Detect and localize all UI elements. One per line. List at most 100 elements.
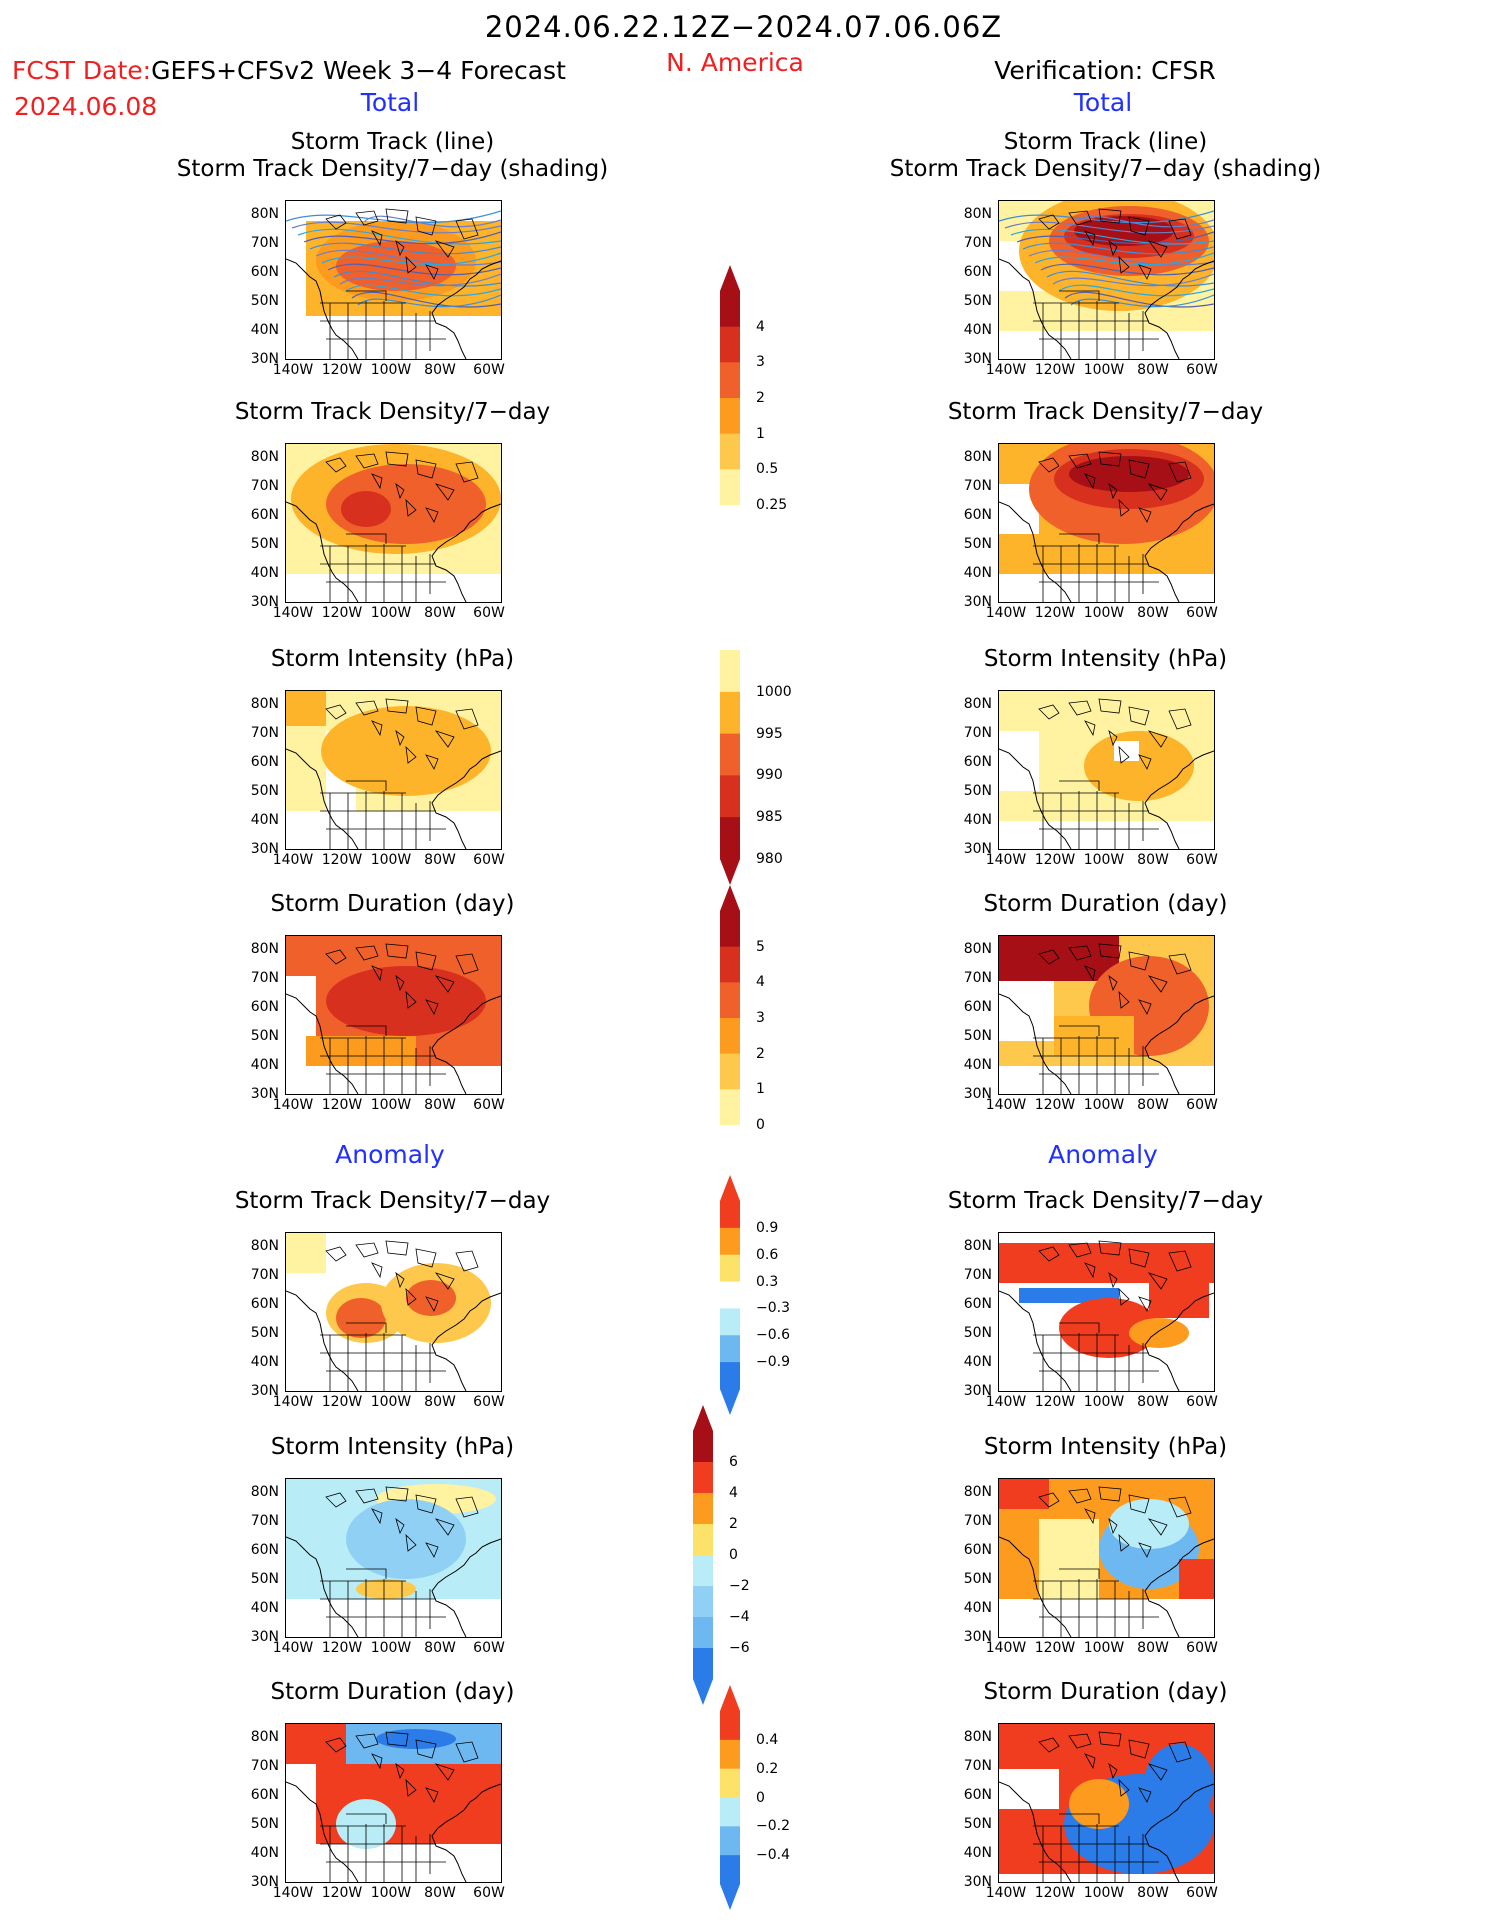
lat-tick-label: 30N — [250, 1086, 279, 1102]
lon-tick-label: 80W — [424, 605, 456, 621]
lon-tick-label: 120W — [1034, 605, 1076, 621]
lat-tick-label: 60N — [250, 507, 279, 523]
map-panel — [998, 1723, 1215, 1883]
lon-tick-label: 140W — [272, 1885, 314, 1901]
lon-tick-label: 120W — [321, 1885, 363, 1901]
lat-tick-label: 40N — [250, 812, 279, 828]
colorbar-density: 4 3 2 1 0.5 0.25 — [720, 265, 810, 513]
lat-tick-label: 50N — [963, 1325, 992, 1341]
lat-tick-label: 70N — [963, 1758, 992, 1774]
lat-tick-label: 40N — [250, 565, 279, 581]
lat-tick-label: 40N — [963, 812, 992, 828]
colorbar-label: 1 — [756, 425, 765, 442]
colorbar-label: 0 — [756, 1789, 765, 1806]
lon-tick-label: 100W — [370, 1885, 412, 1901]
lon-tick-label: 80W — [1137, 852, 1169, 868]
colorbar-intensity_anom: 6 4 2 0 −2 −4 −6 — [693, 1405, 783, 1705]
lat-tick-label: 60N — [250, 1542, 279, 1558]
colorbar-label: 3 — [756, 354, 765, 371]
colorbar-svg — [693, 1405, 713, 1705]
panel-title: Storm Duration (day) — [270, 891, 515, 917]
lon-tick-label: 120W — [321, 852, 363, 868]
colorbar-svg — [720, 1175, 740, 1415]
map-panel — [285, 200, 502, 360]
map-panel — [285, 1723, 502, 1883]
lat-tick-label: 50N — [250, 783, 279, 799]
panel-title: Storm Track (line) — [1003, 129, 1208, 155]
panel-title: Storm Intensity (hPa) — [983, 1434, 1228, 1460]
lat-tick-label: 80N — [963, 449, 992, 465]
lat-tick-label: 80N — [963, 206, 992, 222]
map-panel — [998, 200, 1215, 360]
lat-tick-label: 70N — [250, 725, 279, 741]
date-range-title: 2024.06.22.12Z−2024.07.06.06Z — [484, 10, 1003, 44]
lat-tick-label: 60N — [963, 1542, 992, 1558]
lon-tick-label: 120W — [1034, 1885, 1076, 1901]
map-panel — [998, 443, 1215, 603]
lon-tick-label: 100W — [370, 362, 412, 378]
total-label-left: Total — [360, 88, 420, 117]
lat-tick-label: 60N — [250, 1787, 279, 1803]
map-panel — [285, 443, 502, 603]
lon-tick-label: 140W — [985, 605, 1027, 621]
lat-tick-label: 60N — [963, 264, 992, 280]
lat-tick-label: 30N — [963, 1383, 992, 1399]
lon-tick-label: 140W — [985, 1394, 1027, 1410]
lat-tick-label: 50N — [250, 1325, 279, 1341]
lon-tick-label: 100W — [1083, 605, 1125, 621]
lat-tick-label: 40N — [250, 1057, 279, 1073]
lon-tick-label: 120W — [1034, 852, 1076, 868]
map-svg — [999, 201, 1214, 359]
lon-tick-label: 60W — [1186, 1394, 1218, 1410]
lat-tick-label: 50N — [250, 536, 279, 552]
lat-tick-label: 50N — [963, 783, 992, 799]
colorbar-duration_anom: 0.4 0.2 0 −0.2 −0.4 — [720, 1685, 810, 1910]
anomaly-label-left: Anomaly — [335, 1140, 445, 1169]
lat-tick-label: 30N — [963, 594, 992, 610]
lat-tick-label: 50N — [963, 1028, 992, 1044]
lon-tick-label: 100W — [370, 852, 412, 868]
colorbar-label: 5 — [756, 938, 765, 955]
map-svg — [286, 444, 501, 602]
lat-tick-label: 70N — [250, 1513, 279, 1529]
lat-tick-label: 30N — [963, 1629, 992, 1645]
lat-tick-label: 70N — [963, 478, 992, 494]
map-svg — [999, 936, 1214, 1094]
panel-title: Storm Duration (day) — [983, 891, 1228, 917]
map-panel — [998, 1478, 1215, 1638]
lat-tick-label: 60N — [963, 507, 992, 523]
lon-tick-label: 100W — [1083, 1640, 1125, 1656]
lat-tick-label: 80N — [963, 941, 992, 957]
lon-tick-label: 120W — [321, 1640, 363, 1656]
lon-tick-label: 60W — [473, 852, 505, 868]
colorbar-svg — [720, 885, 740, 1126]
lat-tick-label: 80N — [250, 696, 279, 712]
lat-tick-label: 50N — [963, 536, 992, 552]
lat-tick-label: 30N — [963, 1874, 992, 1890]
colorbar-label: 1 — [756, 1081, 765, 1098]
lat-tick-label: 40N — [250, 1845, 279, 1861]
lon-tick-label: 120W — [1034, 362, 1076, 378]
colorbar-label: 990 — [756, 767, 783, 784]
lon-tick-label: 80W — [1137, 362, 1169, 378]
colorbar-label: 0.3 — [756, 1273, 779, 1290]
panel-title: Storm Intensity (hPa) — [270, 1434, 515, 1460]
lon-tick-label: 80W — [1137, 1097, 1169, 1113]
lat-tick-label: 50N — [250, 1816, 279, 1832]
lon-tick-label: 80W — [424, 1640, 456, 1656]
lon-tick-label: 60W — [473, 605, 505, 621]
map-svg — [999, 1479, 1214, 1637]
lat-tick-label: 70N — [963, 970, 992, 986]
lon-tick-label: 60W — [1186, 605, 1218, 621]
lon-tick-label: 60W — [473, 1885, 505, 1901]
lat-tick-label: 40N — [963, 1057, 992, 1073]
lon-tick-label: 80W — [424, 1394, 456, 1410]
colorbar-label: −0.4 — [756, 1847, 790, 1864]
lat-tick-label: 30N — [250, 1629, 279, 1645]
lon-tick-label: 60W — [473, 362, 505, 378]
colorbar-label: 0 — [729, 1547, 738, 1563]
lat-tick-label: 70N — [963, 1267, 992, 1283]
lat-tick-label: 30N — [250, 351, 279, 367]
lon-tick-label: 80W — [424, 362, 456, 378]
lon-tick-label: 60W — [1186, 1640, 1218, 1656]
